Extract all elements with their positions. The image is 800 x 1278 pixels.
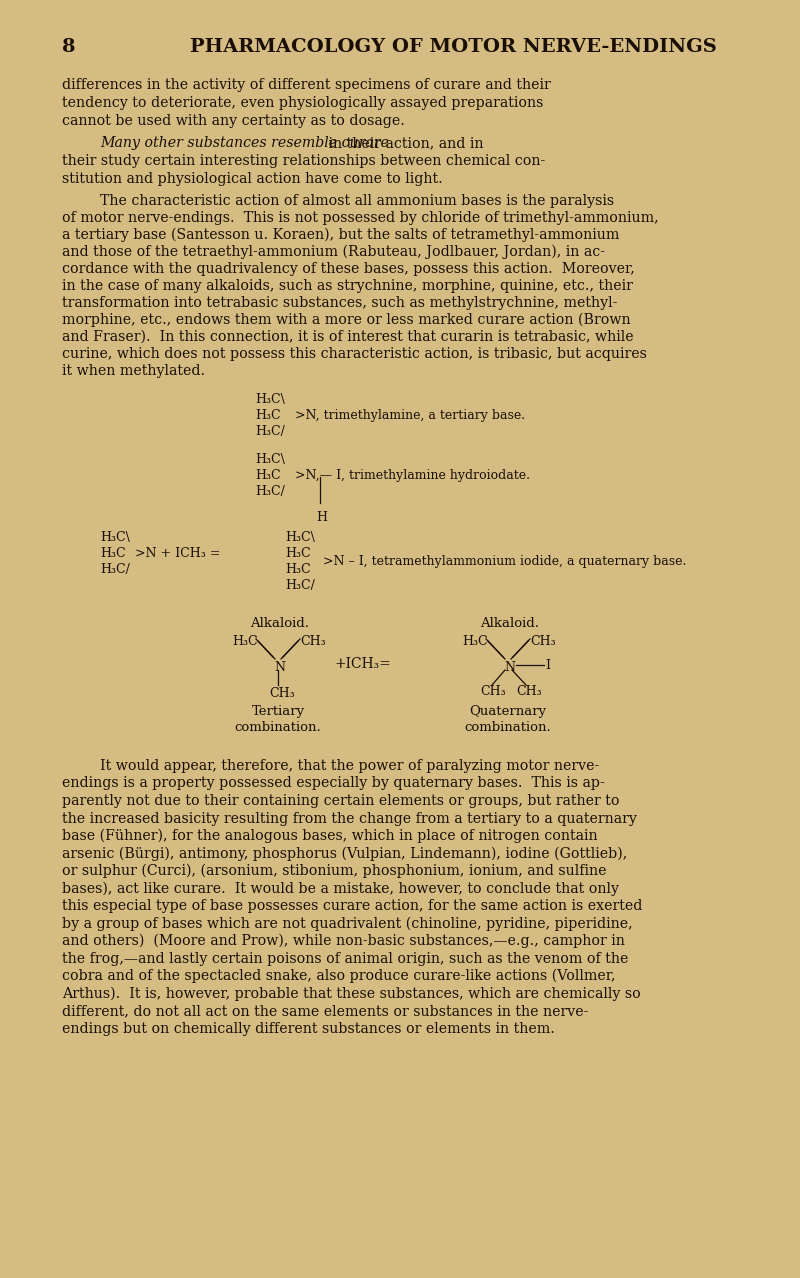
Text: N: N [504,661,515,674]
Text: >N,— I, trimethylamine hydroiodate.: >N,— I, trimethylamine hydroiodate. [295,469,530,482]
Text: cannot be used with any certainty as to dosage.: cannot be used with any certainty as to … [62,114,405,128]
Text: H₃C\: H₃C\ [255,394,285,406]
Text: arsenic (Bürgi), antimony, phosphorus (Vulpian, Lindemann), iodine (Gottlieb),: arsenic (Bürgi), antimony, phosphorus (V… [62,846,627,861]
Text: curine, which does not possess this characteristic action, is tribasic, but acqu: curine, which does not possess this char… [62,348,647,360]
Text: base (Fühner), for the analogous bases, which in place of nitrogen contain: base (Fühner), for the analogous bases, … [62,829,598,843]
Text: bases), act like curare.  It would be a mistake, however, to conclude that only: bases), act like curare. It would be a m… [62,882,619,896]
Text: N: N [274,661,285,674]
Text: or sulphur (Curci), (arsonium, stibonium, phosphonium, ionium, and sulfine: or sulphur (Curci), (arsonium, stibonium… [62,864,606,878]
Text: CH₃: CH₃ [480,685,506,698]
Text: The characteristic action of almost all ammonium bases is the paralysis: The characteristic action of almost all … [100,194,614,208]
Text: in the case of many alkaloids, such as strychnine, morphine, quinine, etc., thei: in the case of many alkaloids, such as s… [62,279,633,293]
Text: CH₃: CH₃ [269,688,294,700]
Text: 8: 8 [62,38,75,56]
Text: of motor nerve-endings.  This is not possessed by chloride of trimethyl-ammonium: of motor nerve-endings. This is not poss… [62,211,658,225]
Text: I: I [545,659,550,672]
Text: H₃C: H₃C [255,469,281,482]
Text: H₃C/: H₃C/ [255,484,285,498]
Text: H: H [316,511,327,524]
Text: H₃C\: H₃C\ [100,530,130,544]
Text: H₃C/: H₃C/ [100,564,130,576]
Text: H₃C: H₃C [232,635,258,648]
Text: the frog,—and lastly certain poisons of animal origin, such as the venom of the: the frog,—and lastly certain poisons of … [62,952,628,965]
Text: H₃C: H₃C [100,547,126,560]
Text: and others)  (Moore and Prow), while non-basic substances,—e.g., camphor in: and others) (Moore and Prow), while non-… [62,934,625,948]
Text: CH₃: CH₃ [530,635,556,648]
Text: H₃C: H₃C [462,635,488,648]
Text: and Fraser).  In this connection, it is of interest that curarin is tetrabasic, : and Fraser). In this connection, it is o… [62,330,634,344]
Text: Tertiary: Tertiary [251,705,305,718]
Text: H₃C: H₃C [285,564,310,576]
Text: >N + ICH₃ =: >N + ICH₃ = [135,547,220,560]
Text: by a group of bases which are not quadrivalent (chinoline, pyridine, piperidine,: by a group of bases which are not quadri… [62,916,633,930]
Text: H₃C\: H₃C\ [285,530,315,544]
Text: Arthus).  It is, however, probable that these substances, which are chemically s: Arthus). It is, however, probable that t… [62,987,641,1001]
Text: It would appear, therefore, that the power of paralyzing motor nerve-: It would appear, therefore, that the pow… [100,759,599,773]
Text: CH₃: CH₃ [300,635,326,648]
Text: H₃C/: H₃C/ [255,426,285,438]
Text: stitution and physiological action have come to light.: stitution and physiological action have … [62,173,442,187]
Text: combination.: combination. [234,721,322,734]
Text: Alkaloid.: Alkaloid. [250,617,310,630]
Text: transformation into tetrabasic substances, such as methylstrychnine, methyl-: transformation into tetrabasic substance… [62,296,618,311]
Text: and those of the tetraethyl-ammonium (Rabuteau, Jodlbauer, Jordan), in ac-: and those of the tetraethyl-ammonium (Ra… [62,245,605,259]
Text: H₃C\: H₃C\ [255,452,285,466]
Text: parently not due to their containing certain elements or groups, but rather to: parently not due to their containing cer… [62,794,619,808]
Text: combination.: combination. [465,721,551,734]
Text: tendency to deteriorate, even physiologically assayed preparations: tendency to deteriorate, even physiologi… [62,96,543,110]
Text: endings but on chemically different substances or elements in them.: endings but on chemically different subs… [62,1021,555,1035]
Text: different, do not all act on the same elements or substances in the nerve-: different, do not all act on the same el… [62,1005,588,1019]
Text: +ICH₃=: +ICH₃= [335,657,392,671]
Text: cordance with the quadrivalency of these bases, possess this action.  Moreover,: cordance with the quadrivalency of these… [62,262,634,276]
Text: Many other substances resemble curare: Many other substances resemble curare [100,135,389,150]
Text: PHARMACOLOGY OF MOTOR NERVE-ENDINGS: PHARMACOLOGY OF MOTOR NERVE-ENDINGS [190,38,717,56]
Text: Alkaloid.: Alkaloid. [481,617,539,630]
Text: H₃C: H₃C [255,409,281,422]
Text: >N – I, tetramethylammonium iodide, a quaternary base.: >N – I, tetramethylammonium iodide, a qu… [323,555,686,567]
Text: Quaternary: Quaternary [470,705,546,718]
Text: H₃C: H₃C [285,547,310,560]
Text: their study certain interesting relationships between chemical con-: their study certain interesting relation… [62,155,546,167]
Text: in their action, and in: in their action, and in [324,135,483,150]
Text: cobra and of the spectacled snake, also produce curare-like actions (Vollmer,: cobra and of the spectacled snake, also … [62,969,615,983]
Text: this especial type of base possesses curare action, for the same action is exert: this especial type of base possesses cur… [62,898,642,912]
Text: H₃C/: H₃C/ [285,579,315,592]
Text: it when methylated.: it when methylated. [62,364,205,378]
Text: endings is a property possessed especially by quaternary bases.  This is ap-: endings is a property possessed especial… [62,777,605,791]
Text: the increased basicity resulting from the change from a tertiary to a quaternary: the increased basicity resulting from th… [62,812,637,826]
Text: differences in the activity of different specimens of curare and their: differences in the activity of different… [62,78,550,92]
Text: a tertiary base (Santesson u. Koraen), but the salts of tetramethyl-ammonium: a tertiary base (Santesson u. Koraen), b… [62,227,619,243]
Text: >N, trimethylamine, a tertiary base.: >N, trimethylamine, a tertiary base. [295,409,525,422]
Text: CH₃: CH₃ [516,685,542,698]
Text: morphine, etc., endows them with a more or less marked curare action (Brown: morphine, etc., endows them with a more … [62,313,630,327]
